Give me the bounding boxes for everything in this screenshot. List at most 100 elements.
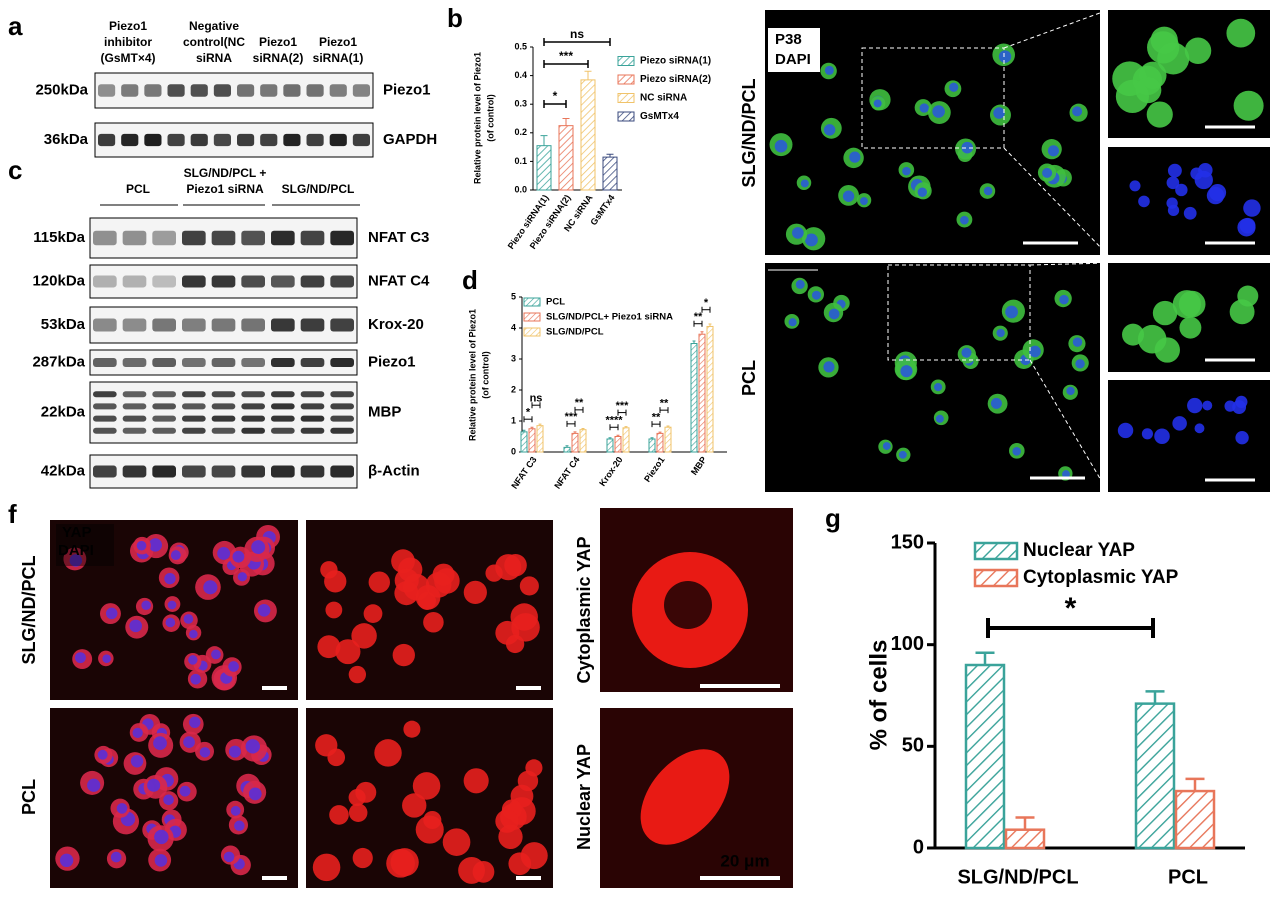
band [122, 403, 147, 410]
nucleus [1172, 416, 1187, 431]
micrograph [1108, 147, 1270, 255]
nucleus [788, 318, 797, 327]
x-tick-label: Piezo1 [642, 455, 667, 484]
error-bar [584, 70, 592, 80]
nucleus [1166, 176, 1180, 190]
nucleus [849, 151, 861, 163]
cell [390, 848, 419, 877]
row-label: Cytoplasmic YAP [574, 536, 594, 683]
band [182, 403, 206, 410]
nucleus [237, 572, 248, 582]
y-tick-label: 1 [511, 415, 516, 425]
cell [1178, 290, 1206, 318]
panel-letter: d [462, 265, 478, 295]
nucleus [189, 629, 198, 639]
bar [528, 428, 536, 453]
band [152, 391, 176, 398]
nucleus [167, 600, 177, 610]
group-header: inhibitor [104, 35, 152, 49]
error-bar [1015, 816, 1035, 830]
band [271, 275, 295, 288]
bar [520, 431, 528, 453]
cell [329, 805, 349, 825]
y-tick-label: 0.3 [514, 99, 527, 109]
y-axis-label: % of cells [865, 640, 892, 751]
cell [415, 585, 441, 610]
zoom-line [1003, 9, 1109, 49]
zoom-box [887, 264, 1031, 361]
x-tick-label: SLG/ND/PCL [957, 866, 1078, 888]
band [122, 465, 147, 478]
x-tick-label: Krox-20 [597, 455, 624, 488]
panel-letter: f [8, 499, 17, 529]
y-tick-label: 0.4 [514, 70, 527, 80]
band [330, 358, 354, 367]
nucleus [251, 540, 266, 555]
y-tick-label: 0 [913, 836, 924, 858]
nucleus [983, 186, 993, 196]
nucleus [919, 103, 929, 113]
legend-swatch [617, 74, 635, 85]
y-tick-label: 50 [902, 735, 924, 757]
band [213, 133, 231, 147]
legend-label: SLG/ND/PCL [546, 327, 604, 338]
error-bar [573, 431, 577, 434]
group-header: Piezo1 siRNA [186, 182, 264, 196]
nucleus [1167, 163, 1182, 178]
legend-label: Cytoplasmic YAP [1023, 567, 1179, 588]
zoom-box [861, 47, 1005, 149]
nucleus [949, 82, 959, 92]
nucleus [1167, 204, 1180, 217]
band [122, 427, 147, 434]
band [352, 84, 370, 97]
legend-swatch [973, 568, 1019, 588]
cell [519, 576, 539, 596]
band [330, 427, 354, 434]
band [122, 318, 147, 332]
band [93, 427, 117, 434]
nucleus [164, 573, 176, 585]
error-bar [530, 426, 534, 429]
nucleus [105, 607, 118, 620]
nucleus [59, 853, 74, 868]
nucleus [74, 652, 86, 664]
band [329, 84, 347, 97]
nucleus [228, 745, 241, 758]
nucleus [203, 580, 218, 595]
band [241, 403, 265, 410]
kda-label: 22kDa [41, 403, 86, 420]
group-header: (GsMT×4) [100, 51, 155, 65]
band [182, 391, 206, 398]
nucleus [136, 540, 147, 551]
bar [536, 145, 552, 191]
band [241, 415, 265, 422]
error-bar [1185, 777, 1205, 792]
cell [505, 634, 525, 654]
panel-letter: c [8, 155, 22, 185]
error-bar [650, 437, 654, 439]
cell [1146, 101, 1173, 128]
nucleus [170, 550, 181, 561]
nucleus [132, 727, 143, 739]
x-tick-label: MBP [689, 455, 709, 477]
significance-label: *** [565, 411, 579, 423]
band [152, 415, 176, 422]
group-header: siRNA(2) [253, 51, 304, 65]
y-tick-label: 0.1 [514, 156, 527, 166]
nucleus [993, 107, 1005, 119]
band [300, 415, 325, 422]
cell [351, 623, 377, 649]
row-label: PCL [739, 360, 759, 396]
y-tick-label: 0 [511, 446, 516, 456]
cell [352, 847, 373, 869]
legend-label: NC siRNA [640, 93, 687, 104]
nucleus [795, 279, 805, 289]
bar [622, 427, 630, 453]
band [93, 391, 117, 398]
nucleus [961, 347, 972, 358]
band [241, 427, 265, 434]
nucleus [230, 805, 241, 816]
nucleus [800, 179, 809, 188]
nucleus [1029, 345, 1041, 358]
nucleus [1235, 431, 1249, 445]
